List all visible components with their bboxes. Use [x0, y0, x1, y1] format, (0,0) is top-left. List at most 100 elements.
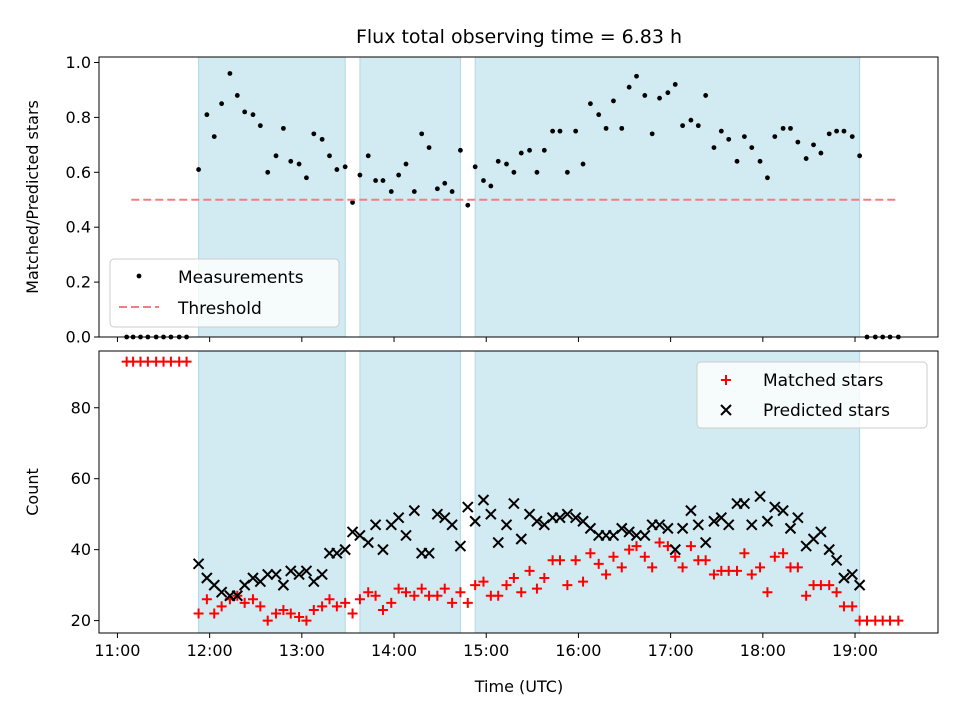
matched-star-point: [647, 562, 658, 573]
predicted-star-point: [392, 512, 405, 524]
predicted-star-point: [554, 512, 566, 524]
measurement-point: [472, 164, 478, 170]
measurement-point: [488, 183, 494, 189]
matched-star-point: [301, 615, 312, 626]
predicted-star-point: [769, 501, 781, 513]
predicted-star-point: [754, 490, 766, 503]
measurement-point: [765, 175, 770, 181]
matched-star-point: [608, 551, 619, 562]
measurement-point: [841, 128, 847, 134]
measurement-point: [518, 150, 524, 156]
measurement-point: [564, 169, 570, 175]
predicted-star-point: [469, 515, 481, 527]
measurement-point: [649, 131, 655, 137]
measurement-point: [250, 112, 256, 118]
top-panel: 0.0 0.2 0.4 0.6 0.8 1.0 Flux total observing …: [23, 26, 939, 347]
matched-star-point: [416, 583, 427, 594]
predicted-star-point: [293, 568, 305, 581]
matched-star-point: [570, 555, 581, 566]
measurement-point: [826, 131, 832, 137]
matched-star-point: [386, 597, 397, 608]
y-tick-label: 0.6: [66, 163, 91, 182]
shaded-interval-1: [198, 350, 346, 634]
measurement-point: [703, 93, 709, 98]
matched-star-point: [285, 608, 296, 619]
matched-star-point: [539, 573, 550, 584]
legend-predicted-label: Predicted stars: [763, 401, 890, 421]
measurement-point: [504, 161, 509, 167]
predicted-star-point: [316, 568, 328, 581]
measurement-point: [350, 200, 355, 205]
top-legend: Measurements Threshold: [109, 258, 340, 328]
matched-star-point: [654, 537, 665, 548]
matched-star-point: [455, 587, 466, 598]
predicted-star-point: [815, 526, 827, 538]
measurement-point: [657, 95, 662, 101]
bottom-panel: 20 40 60 80 11:00 12:00 13:00 14:00 15:00 16:00 17…: [23, 350, 939, 696]
measurement-point: [550, 128, 556, 134]
matched-star-point: [601, 569, 612, 580]
measurement-point: [588, 101, 593, 107]
predicted-star-point: [830, 554, 843, 566]
matched-star-point: [516, 587, 527, 598]
matched-star-point: [508, 573, 519, 584]
matched-star-point: [262, 615, 273, 626]
predicted-star-point: [685, 504, 697, 517]
measurement-point: [626, 84, 632, 90]
predicted-star-point: [231, 590, 244, 602]
predicted-star-point: [362, 536, 374, 549]
matched-star-point: [524, 565, 535, 576]
predicted-star-point: [723, 519, 735, 531]
predicted-star-point: [500, 519, 513, 531]
matched-star-point: [393, 583, 404, 594]
measurement-point: [573, 128, 579, 134]
matched-star-point: [255, 601, 266, 612]
predicted-star-point: [676, 522, 689, 535]
predicted-star-point: [699, 536, 712, 549]
predicted-star-point: [853, 579, 866, 591]
bottom-shaded-intervals: [198, 350, 861, 634]
measurement-point: [373, 178, 378, 183]
matched-star-point: [700, 555, 711, 566]
predicted-star-point: [569, 512, 582, 524]
measurement-point: [718, 128, 724, 134]
y-tick-label: 40: [71, 540, 91, 559]
measurement-point: [818, 150, 824, 156]
measurement-point: [280, 125, 286, 131]
measurement-point: [227, 71, 233, 76]
predicted-star-point: [846, 568, 858, 581]
predicted-star-point: [761, 515, 774, 527]
bottom-axis-ticks: 20 40 60 80 11:00 12:00 13:00 14:00 15:00 16:00 17…: [71, 398, 878, 660]
matched-star-point: [401, 587, 412, 598]
measurement-point: [634, 73, 639, 79]
matched-star-point: [585, 548, 596, 559]
legend-threshold-label: Threshold: [177, 299, 262, 319]
matched-star-point: [439, 583, 450, 594]
matched-star-point: [462, 597, 473, 608]
legend-measurements-label: Measurements: [178, 268, 304, 288]
measurement-point: [688, 117, 694, 123]
x-tick-label: 14:00: [371, 641, 417, 660]
measurement-point: [580, 161, 586, 167]
bottom-axes-frame: [98, 350, 939, 634]
predicted-star-point: [508, 497, 520, 510]
predicted-star-point: [454, 540, 467, 552]
measurement-point: [711, 145, 717, 150]
measurement-point: [380, 178, 386, 183]
matched-star-point: [624, 544, 635, 555]
matched-star-point: [831, 587, 842, 598]
y-tick-label: 0.2: [66, 273, 91, 292]
predicted-star-point: [838, 572, 850, 584]
x-tick-label: 13:00: [279, 641, 325, 660]
x-tick-label: 12:00: [187, 641, 233, 660]
matched-star-point: [317, 601, 328, 612]
predicted-star-point: [492, 536, 504, 549]
predicted-star-point: [708, 515, 720, 527]
legend-matched-label: Matched stars: [763, 371, 883, 391]
measurement-point: [242, 109, 248, 115]
measurement-point: [257, 123, 263, 129]
measurement-point: [442, 180, 448, 186]
measurement-point: [357, 172, 363, 178]
y-tick-label: 80: [71, 398, 91, 417]
measurement-point: [611, 98, 616, 104]
